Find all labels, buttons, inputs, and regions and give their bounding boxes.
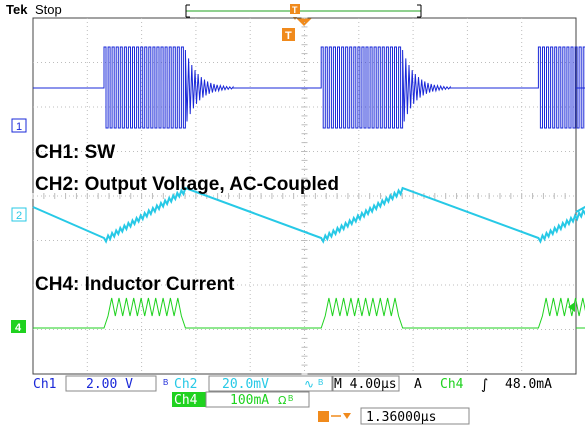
trigger-source[interactable]: Ch4 (440, 377, 464, 392)
ch2-trace (32, 186, 585, 244)
ch4-ground-marker[interactable]: 4 (11, 320, 26, 334)
timebase-readout[interactable]: M 4.00µs (334, 377, 397, 392)
ch1-trace (33, 46, 585, 129)
trigger-mode: A (414, 377, 422, 392)
horizontal-delay[interactable]: 1.36000µs (366, 410, 436, 425)
graticule (32, 17, 577, 375)
record-position-bar: T (185, 4, 422, 20)
ch2-bw-indicator: B (318, 378, 323, 387)
horizontal-delay-icon (318, 411, 351, 422)
ch2-ground-marker[interactable]: 2 (11, 207, 27, 222)
svg-text:T: T (285, 30, 292, 42)
ch2-scale[interactable]: 20.0mV (222, 377, 269, 392)
ch1-bw-indicator: B (163, 378, 168, 387)
ch4-scale[interactable]: 100mA (230, 393, 269, 408)
ch4-annotation: CH4: Inductor Current (35, 274, 235, 295)
ch1-scale[interactable]: 2.00 V (86, 377, 133, 392)
ch4-impedance-icon: Ω (278, 394, 286, 407)
svg-text:4: 4 (15, 322, 22, 334)
ch2-annotation: CH2: Output Voltage, AC-Coupled (35, 174, 339, 195)
readout-panel: Ch1 2.00 V B Ch2 20.0mV ∿ B M 4.00µs A C… (33, 375, 552, 425)
svg-text:2: 2 (16, 210, 22, 222)
trigger-time-marker[interactable]: T (282, 28, 295, 42)
trigger-level[interactable]: 48.0mA (505, 377, 552, 392)
acquisition-status: Stop (35, 2, 62, 17)
ch2-coupling-icon: ∿ (304, 377, 314, 391)
ch1-ground-marker[interactable]: 1 (11, 118, 27, 133)
ch1-annotation: CH1: SW (35, 142, 115, 163)
brand-label: Tek (6, 2, 28, 17)
trigger-position-marker (290, 4, 300, 14)
svg-text:T: T (292, 5, 298, 15)
trigger-level-marker[interactable] (568, 302, 575, 312)
trigger-slope-icon: ∫ (481, 377, 488, 393)
ch2-readout-label: Ch2 (174, 377, 197, 392)
ch4-trace (33, 297, 585, 329)
svg-text:1: 1 (16, 121, 22, 133)
ch4-readout-label: Ch4 (174, 393, 198, 408)
ch4-bw-indicator: B (288, 394, 293, 403)
ch1-readout-label: Ch1 (33, 377, 56, 392)
